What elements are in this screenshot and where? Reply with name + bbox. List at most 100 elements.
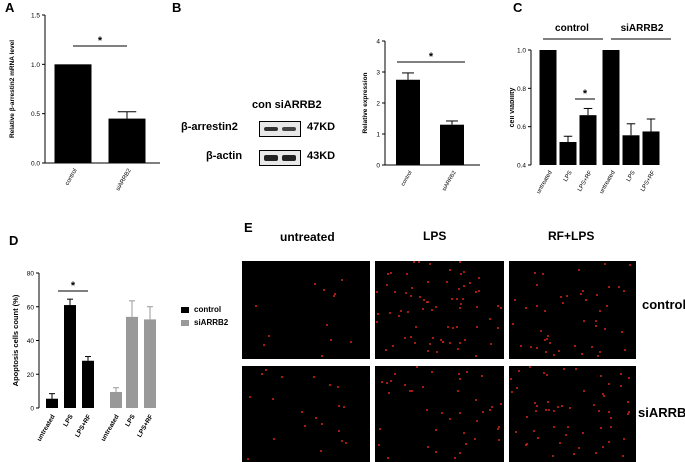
- stained-cell-dot: [315, 417, 317, 419]
- stained-cell-dot: [548, 409, 550, 411]
- x-tick-label: untreated: [36, 413, 57, 442]
- stained-cell-dot: [542, 273, 544, 275]
- stained-cell-dot: [627, 413, 629, 415]
- stained-cell-dot: [557, 406, 559, 408]
- stained-cell-dot: [543, 372, 545, 374]
- stained-cell-dot: [456, 326, 458, 328]
- stained-cell-dot: [460, 273, 462, 275]
- stained-cell-dot: [273, 438, 275, 440]
- stained-cell-dot: [446, 281, 448, 283]
- x-tick-label: LPS: [124, 413, 137, 428]
- stained-cell-dot: [621, 331, 623, 333]
- stained-cell-dot: [562, 302, 564, 304]
- x-tick-label: siARRB2: [115, 167, 133, 192]
- stained-cell-dot: [620, 385, 622, 387]
- stained-cell-dot: [520, 345, 522, 347]
- stained-cell-dot: [394, 291, 396, 293]
- stained-cell-dot: [404, 384, 406, 386]
- stained-cell-dot: [442, 341, 444, 343]
- stained-cell-dot: [343, 406, 345, 408]
- stained-cell-dot: [608, 286, 610, 288]
- panel-label-a: A: [5, 0, 15, 15]
- stained-cell-dot: [410, 336, 412, 338]
- x-tick-label: LPS: [626, 170, 637, 183]
- y-tick-label: 0.8: [517, 86, 526, 93]
- stained-cell-dot: [518, 370, 520, 372]
- stained-cell-dot: [314, 283, 316, 285]
- significance-star: *: [71, 280, 76, 292]
- stained-cell-dot: [440, 339, 442, 341]
- micro-col-untreated: untreated: [280, 230, 335, 244]
- stained-cell-dot: [431, 309, 433, 311]
- stained-cell-dot: [454, 457, 456, 459]
- blot-band: [282, 127, 296, 131]
- stained-cell-dot: [268, 335, 270, 337]
- stained-cell-dot: [599, 310, 601, 312]
- significance-star: *: [429, 51, 434, 63]
- stained-cell-dot: [390, 272, 392, 274]
- x-tick-label: control: [65, 168, 79, 187]
- stained-cell-dot: [459, 307, 461, 309]
- stained-cell-dot: [545, 409, 547, 411]
- blot-band-box-arrestin: [259, 121, 301, 137]
- stained-cell-dot: [544, 339, 546, 341]
- panel-label-c: C: [513, 0, 523, 15]
- stained-cell-dot: [525, 444, 527, 446]
- stained-cell-dot: [547, 401, 549, 403]
- legend-swatch-control: [181, 307, 189, 313]
- stained-cell-dot: [606, 305, 608, 307]
- bar: [559, 142, 577, 165]
- stained-cell-dot: [458, 288, 460, 290]
- stained-cell-dot: [458, 373, 460, 375]
- stained-cell-dot: [281, 376, 283, 378]
- stained-cell-dot: [341, 440, 343, 442]
- stained-cell-dot: [459, 412, 461, 414]
- stained-cell-dot: [416, 366, 418, 368]
- y-tick-label: 2: [376, 101, 380, 108]
- stained-cell-dot: [386, 284, 388, 286]
- stained-cell-dot: [500, 307, 502, 309]
- stained-cell-dot: [563, 368, 565, 370]
- stained-cell-dot: [610, 417, 612, 419]
- bar: [64, 305, 76, 408]
- stained-cell-dot: [329, 384, 331, 386]
- stained-cell-dot: [526, 416, 528, 418]
- group-label-siarrb2: siARRB2: [621, 23, 664, 34]
- y-tick-label: 60: [27, 304, 35, 311]
- stained-cell-dot: [411, 287, 413, 289]
- blot-lane-header: con siARRB2: [252, 99, 322, 111]
- stained-cell-dot: [574, 345, 576, 347]
- y-axis-label: cell viability: [510, 88, 516, 128]
- stained-cell-dot: [497, 305, 499, 307]
- stained-cell-dot: [418, 261, 420, 263]
- stained-cell-dot: [427, 446, 429, 448]
- stained-cell-dot: [410, 295, 412, 297]
- stained-cell-dot: [405, 292, 407, 294]
- stained-cell-dot: [475, 355, 477, 357]
- legend-label-control: control: [194, 305, 222, 314]
- stained-cell-dot: [415, 326, 417, 328]
- stained-cell-dot: [581, 353, 583, 355]
- bar: [642, 131, 660, 165]
- bar: [622, 135, 640, 165]
- stained-cell-dot: [620, 373, 622, 375]
- y-tick-label: 1.0: [31, 62, 40, 69]
- stained-cell-dot: [272, 398, 274, 400]
- stained-cell-dot: [452, 327, 454, 329]
- y-tick-label: 0.6: [517, 124, 526, 131]
- micrograph-siarrb2-lps: [375, 366, 504, 462]
- stained-cell-dot: [565, 434, 567, 436]
- stained-cell-dot: [422, 386, 424, 388]
- stained-cell-dot: [511, 391, 513, 393]
- stained-cell-dot: [398, 315, 400, 317]
- y-tick-label: 1: [376, 132, 380, 139]
- stained-cell-dot: [553, 354, 555, 356]
- stained-cell-dot: [419, 296, 421, 298]
- micro-col-lps: LPS: [423, 229, 447, 243]
- stained-cell-dot: [622, 455, 624, 457]
- stained-cell-dot: [553, 410, 555, 412]
- x-tick-label: siARRB2: [441, 170, 457, 192]
- micro-row-control: control: [642, 297, 685, 312]
- y-tick-label: 1.5: [31, 13, 40, 20]
